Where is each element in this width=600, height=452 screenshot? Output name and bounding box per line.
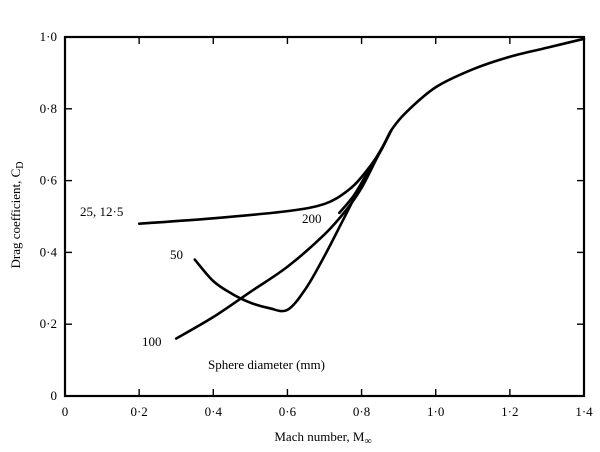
x-axis-label: Mach number, M∞ xyxy=(274,429,371,447)
series-label-50: 50 xyxy=(170,247,183,262)
y-tick-label: 0·4 xyxy=(40,244,58,259)
y-axis-label-text: Drag coefficient, C xyxy=(8,169,23,269)
x-tick-label: 0·2 xyxy=(130,404,147,419)
y-tick-label: 0·8 xyxy=(40,101,57,116)
annotation-sphere-diameter: Sphere diameter (mm) xyxy=(208,357,325,372)
chart-labels: Sphere diameter (mm) Mach number, M∞ Dra… xyxy=(8,162,372,447)
series-line-50 xyxy=(193,129,393,313)
x-axis-label-subscript: ∞ xyxy=(364,436,371,447)
y-tick-label: 1·0 xyxy=(40,29,57,44)
x-axis-label-text: Mach number, M xyxy=(274,429,365,444)
series-label-25-12-5: 25, 12·5 xyxy=(80,204,123,219)
series-lines xyxy=(137,37,586,340)
y-tick-label: 0 xyxy=(51,388,58,403)
x-tick-label: 1·0 xyxy=(427,404,444,419)
series-line-100 xyxy=(174,129,393,340)
x-tick-label: 0·6 xyxy=(279,404,297,419)
x-tick-label: 0·4 xyxy=(205,404,223,419)
y-axis-label-subscript: D xyxy=(15,162,26,169)
series-label-100: 100 xyxy=(142,334,162,349)
x-tick-label: 1·4 xyxy=(575,404,593,419)
axis-ticks: 0 0·2 0·4 0·6 0·8 1·0 1·2 1·4 0 0·2 0·4 0·6 0·8 1·0 xyxy=(40,29,594,419)
plot-frame xyxy=(63,35,586,398)
y-tick-label: 0·6 xyxy=(40,173,58,188)
x-tick-label: 0·8 xyxy=(353,404,370,419)
series-label-200: 200 xyxy=(302,211,322,226)
x-tick-label: 1·2 xyxy=(501,404,518,419)
series-line-25-12-5 xyxy=(137,37,586,225)
plot-area xyxy=(63,35,586,398)
y-axis-label: Drag coefficient, CD xyxy=(8,162,26,269)
x-tick-label: 0 xyxy=(62,404,69,419)
y-tick-label: 0·2 xyxy=(40,316,57,331)
